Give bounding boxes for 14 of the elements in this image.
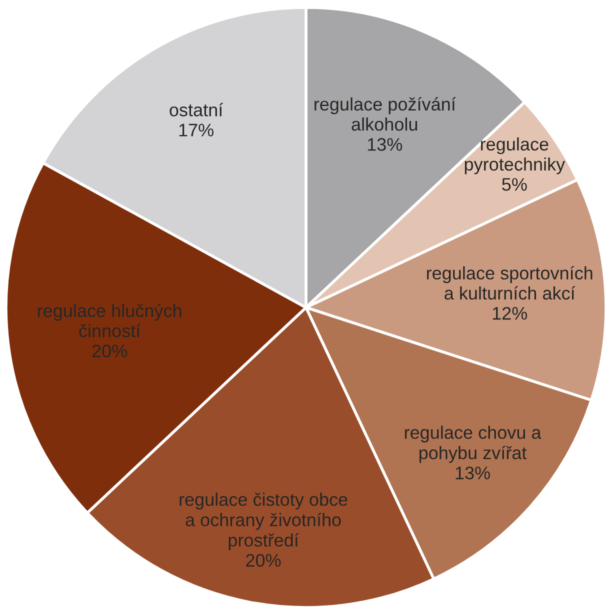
- data-label: 20%: [246, 554, 281, 567]
- slice-label: regulace chovu a pohybu zvířat: [404, 426, 542, 463]
- slice-label: regulace hlučných činností: [38, 304, 182, 338]
- slice-label: regulace čistoty obce a ochrany životního prostředí: [180, 492, 348, 550]
- slice-label: ostatní: [170, 102, 224, 116]
- data-label: 13%: [368, 138, 402, 151]
- slice-label: regulace sportovních a kulturních akcí: [426, 266, 592, 300]
- data-label: 12%: [492, 306, 528, 320]
- data-label: 13%: [456, 466, 490, 480]
- data-label: 5%: [502, 178, 527, 191]
- data-label: 17%: [179, 124, 214, 136]
- slice-label: regulace požívání alkoholu: [314, 97, 456, 131]
- slice-label: regulace pyrotechniky: [464, 137, 566, 174]
- data-label: 20%: [92, 344, 127, 358]
